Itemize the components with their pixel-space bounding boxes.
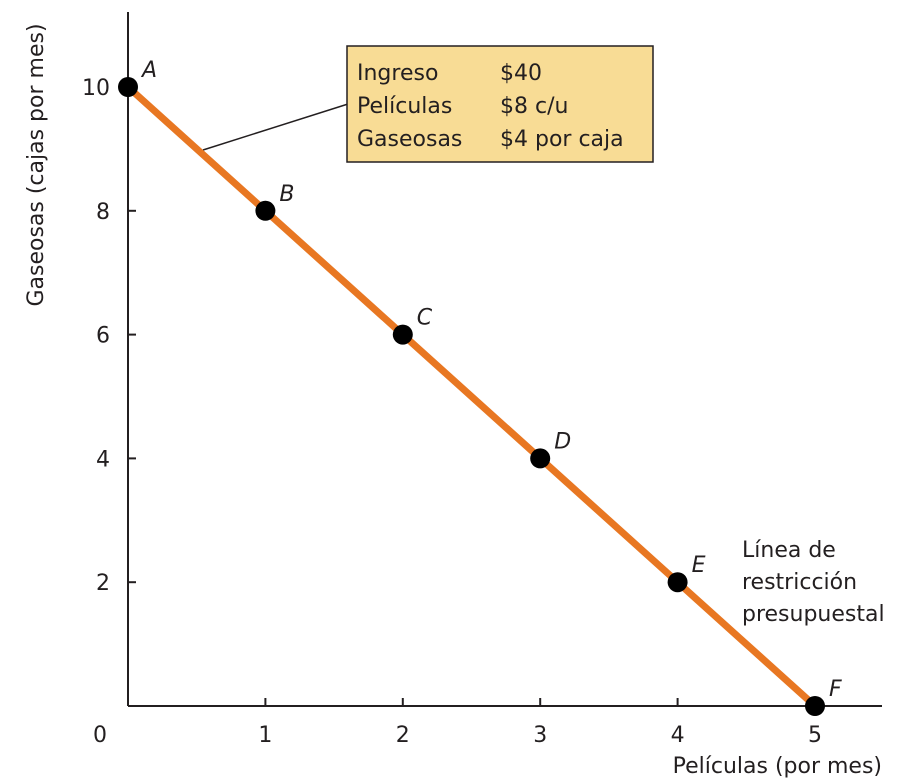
ticks: 1 2 3 4 5 2 4 6 8 10 xyxy=(82,76,822,748)
legend-movies-name: Películas xyxy=(357,94,452,119)
origin-label: 0 xyxy=(93,723,107,748)
legend-leader-line xyxy=(202,103,349,151)
x-tick-label: 2 xyxy=(396,723,410,748)
legend-income-name: Ingreso xyxy=(357,61,438,86)
y-tick-label: 10 xyxy=(82,76,110,101)
budget-line-path xyxy=(124,83,819,710)
budget-line-annotation: Línea de restricción presupuestal xyxy=(742,538,885,627)
annotation-line-2: restricción xyxy=(742,570,857,595)
x-tick-label: 3 xyxy=(533,723,547,748)
annotation-line-1: Línea de xyxy=(742,538,836,563)
point-label-d: D xyxy=(554,429,571,454)
point-label-a: A xyxy=(140,58,157,83)
x-axis-title: Películas (por mes) xyxy=(673,754,882,779)
annotation-line-3: presupuestal xyxy=(742,602,885,627)
y-tick-label: 2 xyxy=(96,571,110,596)
legend-box-background xyxy=(346,45,654,163)
legend-sodas-name: Gaseosas xyxy=(357,127,462,152)
point-label-c: C xyxy=(417,306,433,331)
point-label-f: F xyxy=(829,677,842,702)
point-e xyxy=(667,572,688,593)
y-tick-label: 8 xyxy=(96,200,110,225)
legend-movies-value: $8 c/u xyxy=(500,94,568,119)
point-b xyxy=(255,200,276,221)
x-tick-label: 4 xyxy=(671,723,685,748)
legend-sodas-value: $4 por caja xyxy=(500,127,624,152)
budget-line xyxy=(124,83,819,710)
point-a xyxy=(118,77,138,97)
point-label-e: E xyxy=(692,553,706,578)
axes xyxy=(127,12,882,707)
point-label-b: B xyxy=(279,182,294,207)
legend-box: Ingreso $40 Películas $8 c/u Gaseosas $4… xyxy=(346,45,654,163)
point-f xyxy=(805,696,825,716)
points: A B C D E F xyxy=(118,58,842,716)
x-tick-label: 5 xyxy=(808,723,822,748)
point-d xyxy=(530,448,551,469)
y-tick-label: 6 xyxy=(96,324,110,349)
y-tick-label: 4 xyxy=(96,447,110,472)
x-tick-label: 1 xyxy=(258,723,272,748)
point-c xyxy=(392,324,413,345)
legend-income-value: $40 xyxy=(500,61,542,86)
y-axis-title: Gaseosas (cajas por mes) xyxy=(24,23,49,306)
